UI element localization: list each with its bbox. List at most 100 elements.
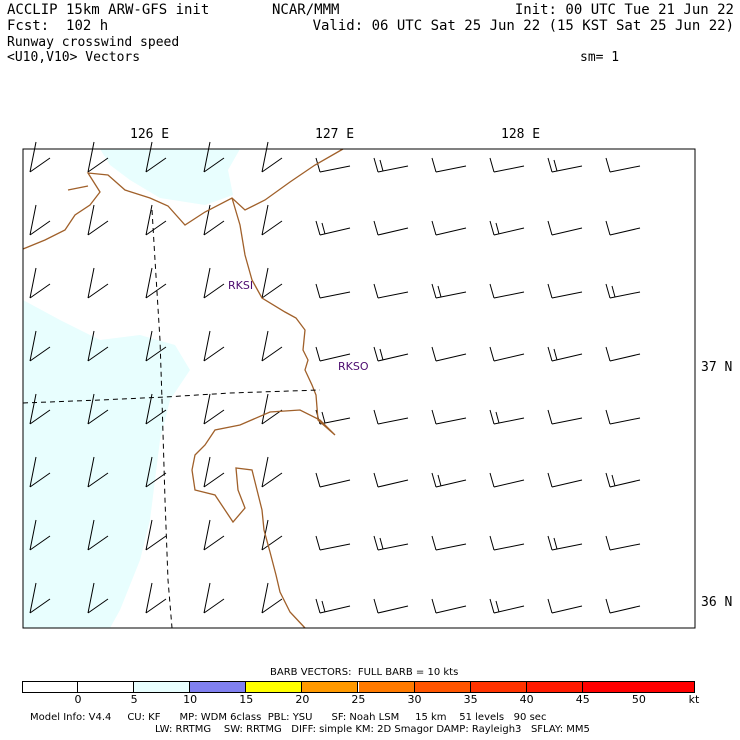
coastline-west-inlet bbox=[67, 185, 89, 191]
wind-barb bbox=[145, 582, 167, 614]
wind-barb bbox=[203, 204, 225, 236]
wind-barb bbox=[29, 141, 51, 173]
wind-barb bbox=[373, 409, 409, 425]
wind-barb bbox=[29, 456, 51, 488]
colorbar-tick-label: 40 bbox=[519, 693, 534, 706]
lon-label-126: 126 E bbox=[130, 127, 170, 142]
wind-barb bbox=[87, 330, 109, 362]
wind-barb bbox=[203, 141, 225, 173]
shade-west bbox=[23, 300, 190, 628]
colorbar-tick-label: 10 bbox=[183, 693, 198, 706]
wind-barb bbox=[373, 157, 409, 173]
dashed-line-vertical bbox=[151, 209, 173, 629]
wind-barb bbox=[489, 535, 525, 551]
wind-barb bbox=[203, 393, 225, 425]
wind-barb bbox=[87, 582, 109, 614]
wind-barb bbox=[605, 220, 641, 236]
wind-barb bbox=[547, 346, 583, 362]
colorbar-bin bbox=[246, 681, 303, 693]
colorbar-tick-label: 50 bbox=[631, 693, 646, 706]
wind-barb bbox=[547, 220, 583, 236]
forecast-label: Fcst: bbox=[7, 18, 50, 34]
smoothing-label: sm= 1 bbox=[580, 50, 620, 65]
colorbar-tick-label: 5 bbox=[130, 693, 138, 706]
wind-barb bbox=[431, 598, 467, 614]
station-rkso: RKSO bbox=[338, 360, 369, 373]
wind-barb bbox=[373, 283, 409, 299]
wind-barb bbox=[489, 409, 525, 425]
wind-barb bbox=[261, 141, 283, 173]
colorbar-tick-label: 20 bbox=[295, 693, 310, 706]
wind-barb bbox=[203, 330, 225, 362]
wind-barb bbox=[431, 472, 467, 488]
dashed-boundaries bbox=[22, 209, 321, 629]
coastline bbox=[22, 148, 344, 629]
colorbar-bin bbox=[414, 681, 471, 693]
wind-barb bbox=[605, 346, 641, 362]
valid-time: Valid: 06 UTC Sat 25 Jun 22 (15 KST Sat … bbox=[312, 18, 734, 34]
colorbar-bin bbox=[78, 681, 135, 693]
vector-description: <U10,V10> Vectors bbox=[7, 50, 141, 65]
lon-label-127: 127 E bbox=[315, 127, 355, 142]
wind-barb bbox=[87, 267, 109, 299]
colorbar-frame bbox=[22, 681, 695, 693]
wind-barb bbox=[261, 330, 283, 362]
lat-label-36: 36 N bbox=[701, 595, 733, 610]
map-frame bbox=[22, 148, 696, 629]
colorbar-bin bbox=[134, 681, 191, 693]
wind-barb bbox=[605, 409, 641, 425]
forecast-value: 102 h bbox=[66, 18, 109, 34]
wind-barb bbox=[261, 267, 283, 299]
wind-barb bbox=[315, 598, 351, 614]
wind-barb bbox=[547, 283, 583, 299]
colorbar-bin bbox=[22, 681, 79, 693]
lon-label-128: 128 E bbox=[501, 127, 541, 142]
wind-barb bbox=[315, 535, 351, 551]
wind-barb bbox=[373, 346, 409, 362]
wind-barb bbox=[261, 204, 283, 236]
wind-barb bbox=[431, 409, 467, 425]
colorbar-bin bbox=[526, 681, 583, 693]
wind-barb bbox=[29, 267, 51, 299]
wind-barb bbox=[431, 283, 467, 299]
colorbar-bin bbox=[358, 681, 415, 693]
init-time: Init: 00 UTC Tue 21 Jun 22 bbox=[514, 2, 734, 18]
colorbar-tick-label: 15 bbox=[239, 693, 254, 706]
model-title: ACCLIP 15km ARW-GFS init bbox=[7, 2, 210, 18]
wind-barb bbox=[373, 598, 409, 614]
footer-model-info: Model Info: V4.4 CU: KF MP: WDM 6class P… bbox=[30, 712, 547, 723]
wind-barb bbox=[29, 393, 51, 425]
wind-barb bbox=[203, 456, 225, 488]
wind-barb bbox=[145, 330, 167, 362]
wind-barb bbox=[489, 472, 525, 488]
center-label: NCAR/MMM bbox=[272, 2, 340, 18]
wind-barb bbox=[261, 393, 283, 425]
wind-barb bbox=[315, 346, 351, 362]
wind-barb bbox=[373, 220, 409, 236]
wind-barb bbox=[547, 157, 583, 173]
wind-barb bbox=[489, 598, 525, 614]
wind-barb bbox=[547, 409, 583, 425]
wind-barb bbox=[489, 157, 525, 173]
wind-barb bbox=[547, 535, 583, 551]
wind-barb bbox=[431, 346, 467, 362]
wind-barb bbox=[145, 519, 167, 551]
wind-barb bbox=[431, 220, 467, 236]
wind-barb bbox=[605, 598, 641, 614]
wind-barb bbox=[29, 519, 51, 551]
wind-barb bbox=[431, 157, 467, 173]
wind-barb bbox=[29, 204, 51, 236]
wind-barb bbox=[29, 330, 51, 362]
colorbar-unit: kt bbox=[688, 693, 700, 706]
wind-barb bbox=[547, 472, 583, 488]
wind-barb bbox=[489, 220, 525, 236]
colorbar-tick-label: 45 bbox=[575, 693, 590, 706]
colorbar-tick-label: 35 bbox=[463, 693, 478, 706]
wind-barb bbox=[87, 204, 109, 236]
wind-barb bbox=[431, 535, 467, 551]
colorbar-tick-label: 0 bbox=[74, 693, 82, 706]
wind-barbs bbox=[29, 141, 641, 614]
wind-barb bbox=[605, 472, 641, 488]
wind-barb bbox=[605, 283, 641, 299]
wind-barb bbox=[203, 267, 225, 299]
